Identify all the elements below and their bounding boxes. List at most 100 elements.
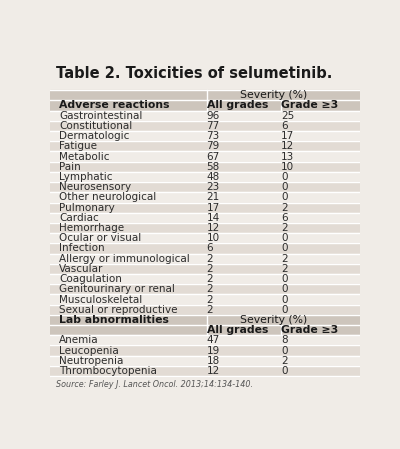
Text: Leucopenia: Leucopenia	[59, 346, 119, 356]
Text: 2: 2	[206, 254, 213, 264]
Text: Hemorrhage: Hemorrhage	[59, 223, 124, 233]
Text: 13: 13	[281, 152, 294, 162]
Text: Thrombocytopenia: Thrombocytopenia	[59, 366, 157, 376]
Bar	[50, 223, 360, 233]
Text: 0: 0	[281, 193, 288, 202]
Text: 19: 19	[206, 346, 220, 356]
Text: Table 2. Toxicities of selumetinib.: Table 2. Toxicities of selumetinib.	[56, 66, 332, 81]
Text: 12: 12	[206, 366, 220, 376]
Text: Infection: Infection	[59, 243, 105, 253]
Text: 2: 2	[206, 274, 213, 284]
Bar	[50, 254, 360, 264]
Text: Grade ≥3: Grade ≥3	[281, 325, 338, 335]
Bar	[50, 101, 360, 110]
Text: 2: 2	[281, 202, 288, 213]
Text: 0: 0	[281, 366, 288, 376]
Text: Adverse reactions: Adverse reactions	[59, 101, 170, 110]
Text: 12: 12	[206, 223, 220, 233]
Text: Musculoskeletal: Musculoskeletal	[59, 295, 142, 304]
Text: 73: 73	[206, 131, 220, 141]
Text: Sexual or reproductive: Sexual or reproductive	[59, 305, 178, 315]
Text: 2: 2	[206, 284, 213, 294]
Bar	[50, 202, 360, 213]
Bar	[50, 121, 360, 131]
Bar	[50, 233, 360, 243]
Text: Other neurological: Other neurological	[59, 193, 156, 202]
Text: 0: 0	[281, 305, 288, 315]
Bar	[50, 284, 360, 295]
Bar	[50, 366, 360, 376]
Text: Ocular or visual: Ocular or visual	[59, 233, 142, 243]
Text: Pulmonary: Pulmonary	[59, 202, 115, 213]
Text: Neutropenia: Neutropenia	[59, 356, 124, 366]
Bar	[50, 90, 360, 101]
Text: 2: 2	[281, 223, 288, 233]
Text: 0: 0	[281, 182, 288, 192]
Text: Coagulation: Coagulation	[59, 274, 122, 284]
Text: 0: 0	[281, 346, 288, 356]
Text: 6: 6	[206, 243, 213, 253]
Text: 12: 12	[281, 141, 294, 151]
Text: 2: 2	[281, 264, 288, 274]
Bar	[50, 295, 360, 304]
Text: 17: 17	[206, 202, 220, 213]
Text: 10: 10	[281, 162, 294, 172]
Text: 79: 79	[206, 141, 220, 151]
Bar	[50, 141, 360, 151]
Text: Cardiac: Cardiac	[59, 213, 99, 223]
Bar	[50, 274, 360, 284]
Bar	[50, 213, 360, 223]
Text: 2: 2	[206, 295, 213, 304]
Text: 14: 14	[206, 213, 220, 223]
Bar	[50, 315, 360, 325]
Text: Metabolic: Metabolic	[59, 152, 110, 162]
Text: Constitutional: Constitutional	[59, 121, 132, 131]
Bar	[50, 304, 360, 315]
Text: Severity (%): Severity (%)	[240, 90, 307, 100]
Text: Vascular: Vascular	[59, 264, 104, 274]
Bar	[50, 151, 360, 162]
Bar	[50, 335, 360, 345]
Text: Gastrointestinal: Gastrointestinal	[59, 111, 143, 121]
Text: 2: 2	[281, 254, 288, 264]
Bar	[50, 110, 360, 121]
Text: 6: 6	[281, 213, 288, 223]
Text: Genitourinary or renal: Genitourinary or renal	[59, 284, 175, 294]
Text: Dermatologic: Dermatologic	[59, 131, 130, 141]
Bar	[50, 131, 360, 141]
Text: 2: 2	[206, 264, 213, 274]
Text: Severity (%): Severity (%)	[240, 315, 307, 325]
Text: 10: 10	[206, 233, 220, 243]
Text: Lab abnormalities: Lab abnormalities	[59, 315, 169, 325]
Text: 8: 8	[281, 335, 288, 345]
Text: 2: 2	[206, 305, 213, 315]
Text: 0: 0	[281, 233, 288, 243]
Text: Pain: Pain	[59, 162, 81, 172]
Text: Source: Farley J. Lancet Oncol. 2013;14:134-140.: Source: Farley J. Lancet Oncol. 2013;14:…	[56, 379, 253, 388]
Text: Fatigue: Fatigue	[59, 141, 97, 151]
Bar	[50, 243, 360, 254]
Bar	[50, 264, 360, 274]
Bar	[50, 182, 360, 192]
Text: 25: 25	[281, 111, 294, 121]
Text: Grade ≥3: Grade ≥3	[281, 101, 338, 110]
Text: 0: 0	[281, 274, 288, 284]
Text: 67: 67	[206, 152, 220, 162]
Bar	[50, 90, 360, 376]
Bar	[50, 325, 360, 335]
Bar	[50, 345, 360, 356]
Text: 0: 0	[281, 172, 288, 182]
Text: 96: 96	[206, 111, 220, 121]
Bar	[50, 162, 360, 172]
Text: 47: 47	[206, 335, 220, 345]
Text: 2: 2	[281, 356, 288, 366]
Text: Anemia: Anemia	[59, 335, 99, 345]
Text: 6: 6	[281, 121, 288, 131]
Text: 18: 18	[206, 356, 220, 366]
Text: 17: 17	[281, 131, 294, 141]
Text: 23: 23	[206, 182, 220, 192]
Text: 48: 48	[206, 172, 220, 182]
Text: 21: 21	[206, 193, 220, 202]
Bar	[50, 172, 360, 182]
Text: 58: 58	[206, 162, 220, 172]
